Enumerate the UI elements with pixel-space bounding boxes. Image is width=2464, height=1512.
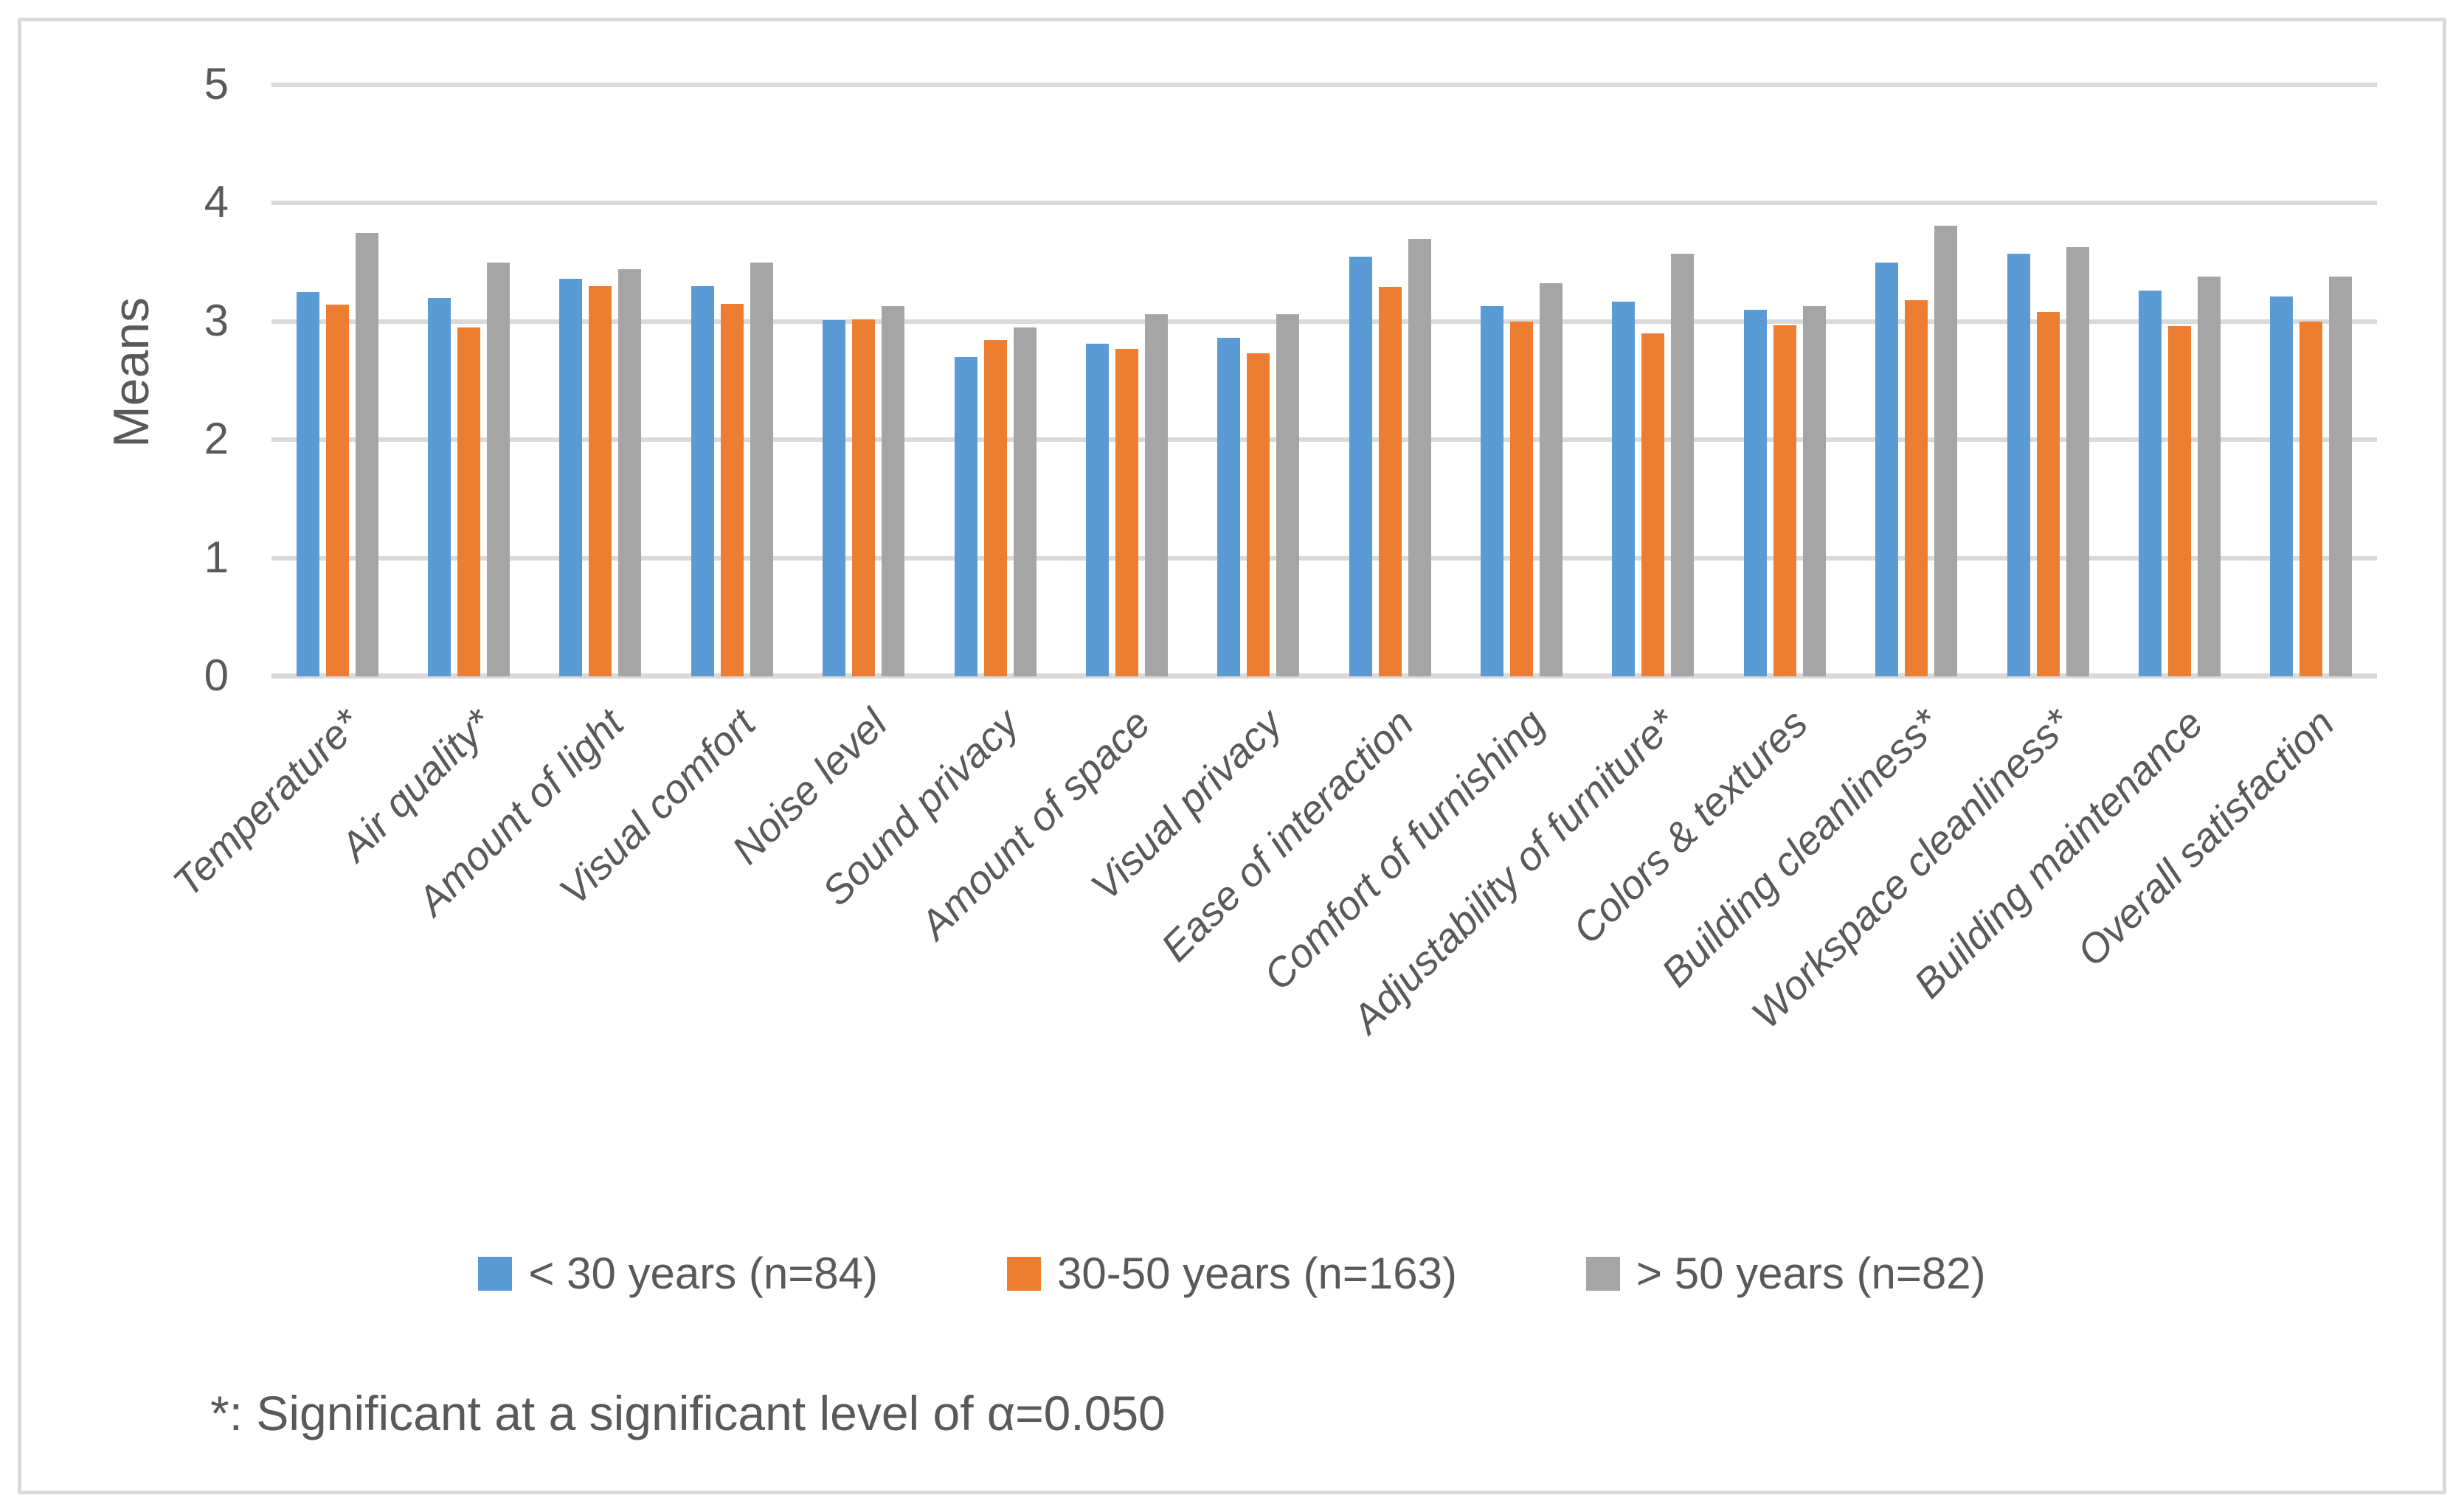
bar: [325, 305, 349, 676]
bar: [983, 340, 1007, 676]
bar: [296, 291, 319, 676]
legend-entry: 30-50 years (n=163): [1007, 1248, 1457, 1299]
bar: [1144, 314, 1168, 676]
y-tick-label-5: 5: [204, 58, 229, 108]
bar-groups: [271, 85, 2377, 676]
bar: [457, 327, 481, 676]
bar: [1612, 301, 1636, 676]
gridline-3: [271, 319, 2377, 324]
bar: [2036, 311, 2060, 676]
y-tick-label-3: 3: [204, 295, 229, 345]
bar: [1085, 344, 1109, 676]
chart-border: [18, 18, 2446, 1494]
bar-group: [535, 85, 666, 676]
bar: [823, 320, 846, 676]
bar: [1905, 299, 1928, 676]
bar: [1540, 283, 1563, 676]
bar-group: [1193, 85, 1324, 676]
bar: [487, 262, 511, 676]
legend-swatch-icon: [1007, 1256, 1041, 1291]
bar: [355, 232, 378, 676]
plot-area: [271, 83, 2377, 679]
bar: [1671, 254, 1695, 676]
bar-group: [798, 85, 930, 676]
bar: [1013, 327, 1037, 676]
bar-group: [1061, 85, 1192, 676]
bar: [2138, 291, 2162, 676]
gridline-1: [271, 555, 2377, 561]
bar: [2299, 321, 2323, 676]
bar: [1481, 305, 1504, 676]
bar: [1247, 353, 1270, 676]
footnote: *: Significant at a significant level of…: [210, 1386, 1166, 1440]
gridline-0: [271, 673, 2377, 679]
legend-label: < 30 years (n=84): [528, 1249, 878, 1298]
bar: [1349, 256, 1372, 676]
bar: [954, 356, 977, 676]
bar: [2167, 326, 2191, 676]
legend-entry: < 30 years (n=84): [478, 1248, 878, 1299]
x-axis-label: Amount of space: [910, 700, 1159, 948]
bar: [2270, 296, 2294, 676]
y-tick-label-1: 1: [204, 532, 229, 582]
bar: [1641, 333, 1665, 676]
bar-group: [403, 85, 534, 676]
bar: [1510, 321, 1534, 676]
x-axis-label: Overall satisfaction: [2068, 700, 2343, 975]
x-axis-labels: Temperature* Air quality* Amount of light V…: [164, 700, 2377, 1173]
bar-group: [1456, 85, 1587, 676]
bar: [750, 262, 773, 676]
bar: [720, 303, 744, 676]
bar: [559, 279, 583, 676]
bar-group: [1982, 85, 2114, 676]
x-axis-label: Ease of interaction: [1152, 700, 1422, 971]
legend-label: > 50 years (n=82): [1636, 1249, 1986, 1298]
bar-group: [271, 85, 403, 676]
bar-group: [666, 85, 797, 676]
legend-entry: > 50 years (n=82): [1586, 1248, 1986, 1299]
legend-label: 30-50 years (n=163): [1057, 1249, 1457, 1298]
legend: < 30 years (n=84) 30-50 years (n=163) > 50…: [0, 1248, 2464, 1299]
bar: [1773, 325, 1796, 676]
gridline-2: [271, 437, 2377, 443]
bar: [1115, 348, 1138, 676]
bar: [691, 285, 714, 676]
bar: [852, 319, 876, 676]
bar-group: [2114, 85, 2245, 676]
bar: [589, 285, 612, 676]
bar: [1276, 314, 1300, 676]
gridline-4: [271, 201, 2377, 206]
legend-swatch-icon: [478, 1256, 513, 1291]
bar: [1802, 305, 1826, 676]
bar: [2197, 276, 2221, 676]
y-axis-ticks: 0 1 2 3 4 5: [103, 61, 229, 697]
bar-group: [1324, 85, 1456, 676]
legend-swatch-icon: [1586, 1256, 1620, 1291]
bar: [1875, 262, 1899, 676]
gridline-5: [271, 83, 2377, 87]
bar-group: [2246, 85, 2377, 676]
bar-group: [1851, 85, 1982, 676]
bar: [882, 305, 905, 676]
y-tick-label-4: 4: [204, 177, 229, 227]
bar: [1934, 225, 1958, 676]
bar-group: [1588, 85, 1719, 676]
bar: [2007, 254, 2030, 676]
bar: [1408, 238, 1431, 676]
bar: [1378, 287, 1402, 676]
bar-group: [1719, 85, 1850, 676]
y-tick-label-2: 2: [204, 413, 229, 463]
bar-group: [930, 85, 1061, 676]
bar: [618, 269, 642, 676]
bar: [2329, 276, 2353, 676]
bar: [428, 297, 451, 676]
x-axis-label: Colors & textures: [1564, 700, 1817, 953]
bar: [1743, 309, 1767, 676]
bar: [2066, 246, 2089, 676]
bar: [1217, 338, 1241, 676]
y-tick-label-0: 0: [204, 650, 229, 700]
